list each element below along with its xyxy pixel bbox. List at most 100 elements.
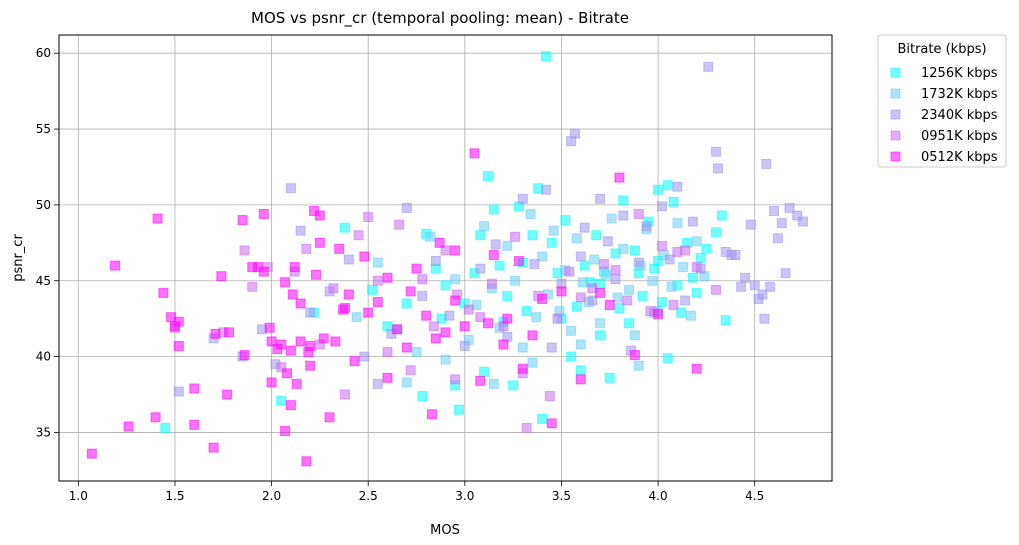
data-point <box>740 272 751 283</box>
data-point <box>488 378 499 389</box>
data-point <box>475 263 486 274</box>
data-point <box>666 281 677 292</box>
data-point <box>382 372 393 383</box>
x-tick-label: 4.5 <box>745 489 764 503</box>
data-point <box>173 386 184 397</box>
data-point <box>633 209 644 220</box>
data-point <box>575 292 586 303</box>
data-point <box>575 374 586 385</box>
data-point <box>110 260 121 271</box>
data-point <box>160 422 171 433</box>
legend-marker <box>890 151 901 162</box>
x-tick-label: 1.5 <box>165 489 184 503</box>
data-point <box>780 268 791 279</box>
data-point <box>776 218 787 229</box>
data-point <box>328 283 339 294</box>
data-point <box>540 51 551 62</box>
data-point <box>614 172 625 183</box>
data-point <box>266 336 277 347</box>
data-point <box>502 240 513 251</box>
data-point <box>560 215 571 226</box>
data-point <box>687 216 698 227</box>
data-point <box>595 193 606 204</box>
data-point <box>222 389 233 400</box>
data-point <box>595 287 606 298</box>
data-point <box>258 209 269 220</box>
data-point <box>224 327 235 338</box>
data-point <box>340 389 351 400</box>
x-tick-label: 1.0 <box>69 489 88 503</box>
data-point <box>662 353 673 364</box>
data-point <box>508 380 519 391</box>
data-point <box>173 316 184 327</box>
data-point <box>454 404 465 415</box>
data-point <box>258 266 269 277</box>
data-point <box>426 409 437 420</box>
data-point <box>672 181 683 192</box>
data-point <box>691 236 702 247</box>
data-point <box>392 324 403 335</box>
data-point <box>401 298 412 309</box>
y-tick-label: 50 <box>36 198 51 212</box>
data-point <box>662 180 673 191</box>
data-point <box>548 225 559 236</box>
data-point <box>421 310 432 321</box>
data-point <box>363 212 374 223</box>
data-point <box>546 418 557 429</box>
data-point <box>324 412 335 423</box>
data-point <box>305 307 316 318</box>
data-point <box>405 286 416 297</box>
data-point <box>237 215 248 226</box>
data-point <box>759 313 770 324</box>
x-tick-label: 2.5 <box>359 489 378 503</box>
data-point <box>208 442 219 453</box>
data-point <box>498 339 509 350</box>
data-point <box>382 272 393 283</box>
data-point <box>629 350 640 361</box>
data-point <box>589 254 600 265</box>
data-point <box>475 375 486 386</box>
data-point <box>394 219 405 230</box>
data-point <box>687 272 698 283</box>
x-tick-label: 3.0 <box>455 489 474 503</box>
data-point <box>546 237 557 248</box>
data-point <box>440 280 451 291</box>
data-point <box>552 313 563 324</box>
data-point <box>691 262 702 273</box>
legend-box <box>877 34 1007 168</box>
data-point <box>691 287 702 298</box>
data-point <box>711 284 722 295</box>
data-point <box>444 310 455 321</box>
data-point <box>417 290 428 301</box>
data-point <box>440 354 451 365</box>
y-tick-label: 55 <box>36 122 51 136</box>
data-point <box>158 287 169 298</box>
data-point <box>575 365 586 376</box>
data-point <box>517 193 528 204</box>
data-point <box>359 351 370 362</box>
data-point <box>411 347 422 358</box>
data-point <box>411 263 422 274</box>
data-point <box>247 281 258 292</box>
data-point <box>490 239 501 250</box>
data-point <box>680 295 691 306</box>
data-point <box>672 218 683 229</box>
data-point <box>450 295 461 306</box>
y-ticks: 35 40 45 50 55 60 <box>36 46 59 439</box>
data-point <box>282 368 293 379</box>
data-point <box>656 201 667 212</box>
data-point <box>440 245 451 256</box>
data-point <box>537 251 548 262</box>
data-point <box>656 240 667 251</box>
data-point <box>314 237 325 248</box>
data-point <box>575 339 586 350</box>
data-point <box>529 259 540 270</box>
data-point <box>765 281 776 292</box>
legend-label: 1732K kbps <box>921 87 998 102</box>
data-point <box>351 312 362 323</box>
data-point <box>527 357 538 368</box>
y-tick-label: 40 <box>36 350 51 364</box>
data-point <box>604 300 615 311</box>
data-point <box>340 222 351 233</box>
data-point <box>668 196 679 207</box>
